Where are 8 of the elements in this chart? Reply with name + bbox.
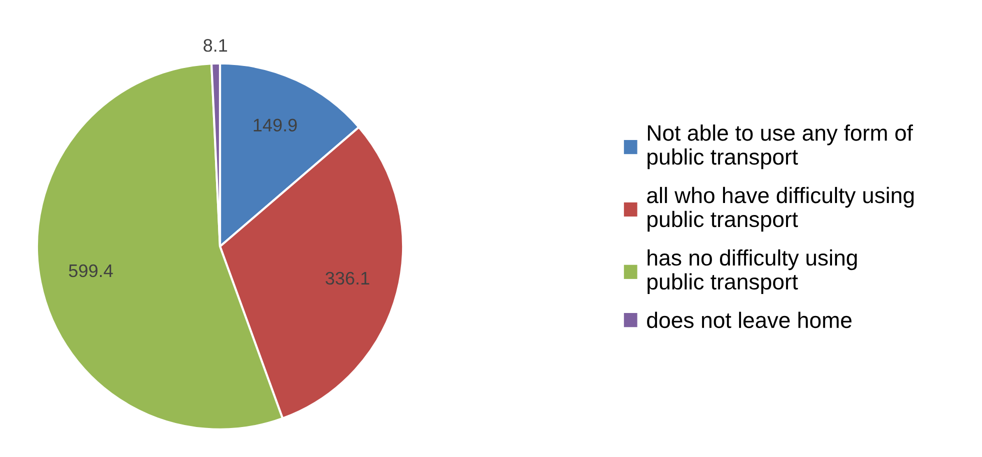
legend-label: all who have difficulty using public transport	[647, 186, 914, 232]
data-label: 599.4	[68, 264, 113, 278]
legend-label: has no difficulty using public transport	[648, 249, 857, 294]
legend-label: does not leave home	[647, 312, 852, 328]
legend-label: Not able to use any form of public transport	[648, 124, 913, 170]
data-label: 149.9	[254, 118, 297, 132]
data-label: 336.1	[326, 272, 370, 285]
data-label: 8.1	[204, 39, 228, 52]
